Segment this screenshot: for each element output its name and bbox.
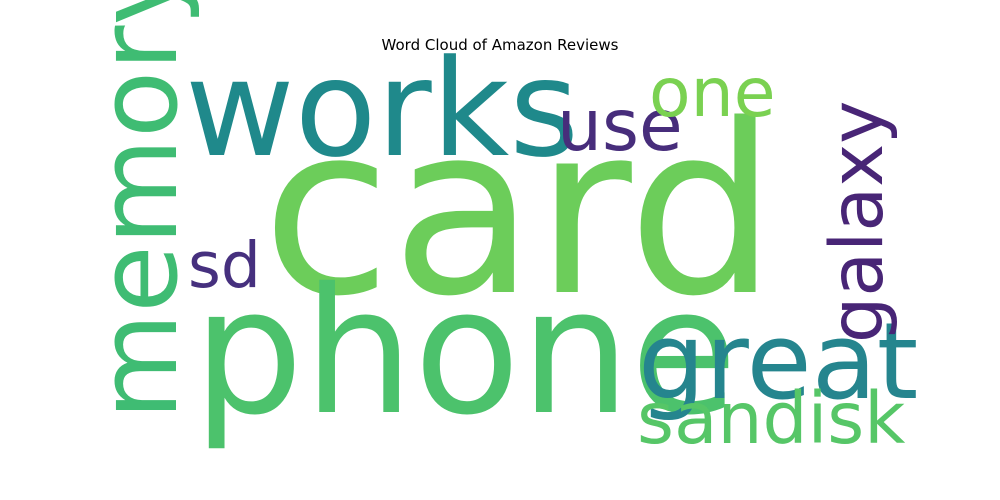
word-great: great <box>638 300 918 423</box>
word-sandisk: sandisk <box>637 377 905 460</box>
word-galaxy: galaxy <box>815 101 900 344</box>
word-sd: sd <box>188 229 261 302</box>
word-use: use <box>557 84 683 167</box>
word-one: one <box>649 54 776 133</box>
word-phone: phone <box>193 251 738 454</box>
word-works: works <box>185 31 579 187</box>
word-card: card <box>262 75 777 348</box>
word-memory: memory <box>74 0 202 420</box>
chart-title: Word Cloud of Amazon Reviews <box>381 36 619 54</box>
